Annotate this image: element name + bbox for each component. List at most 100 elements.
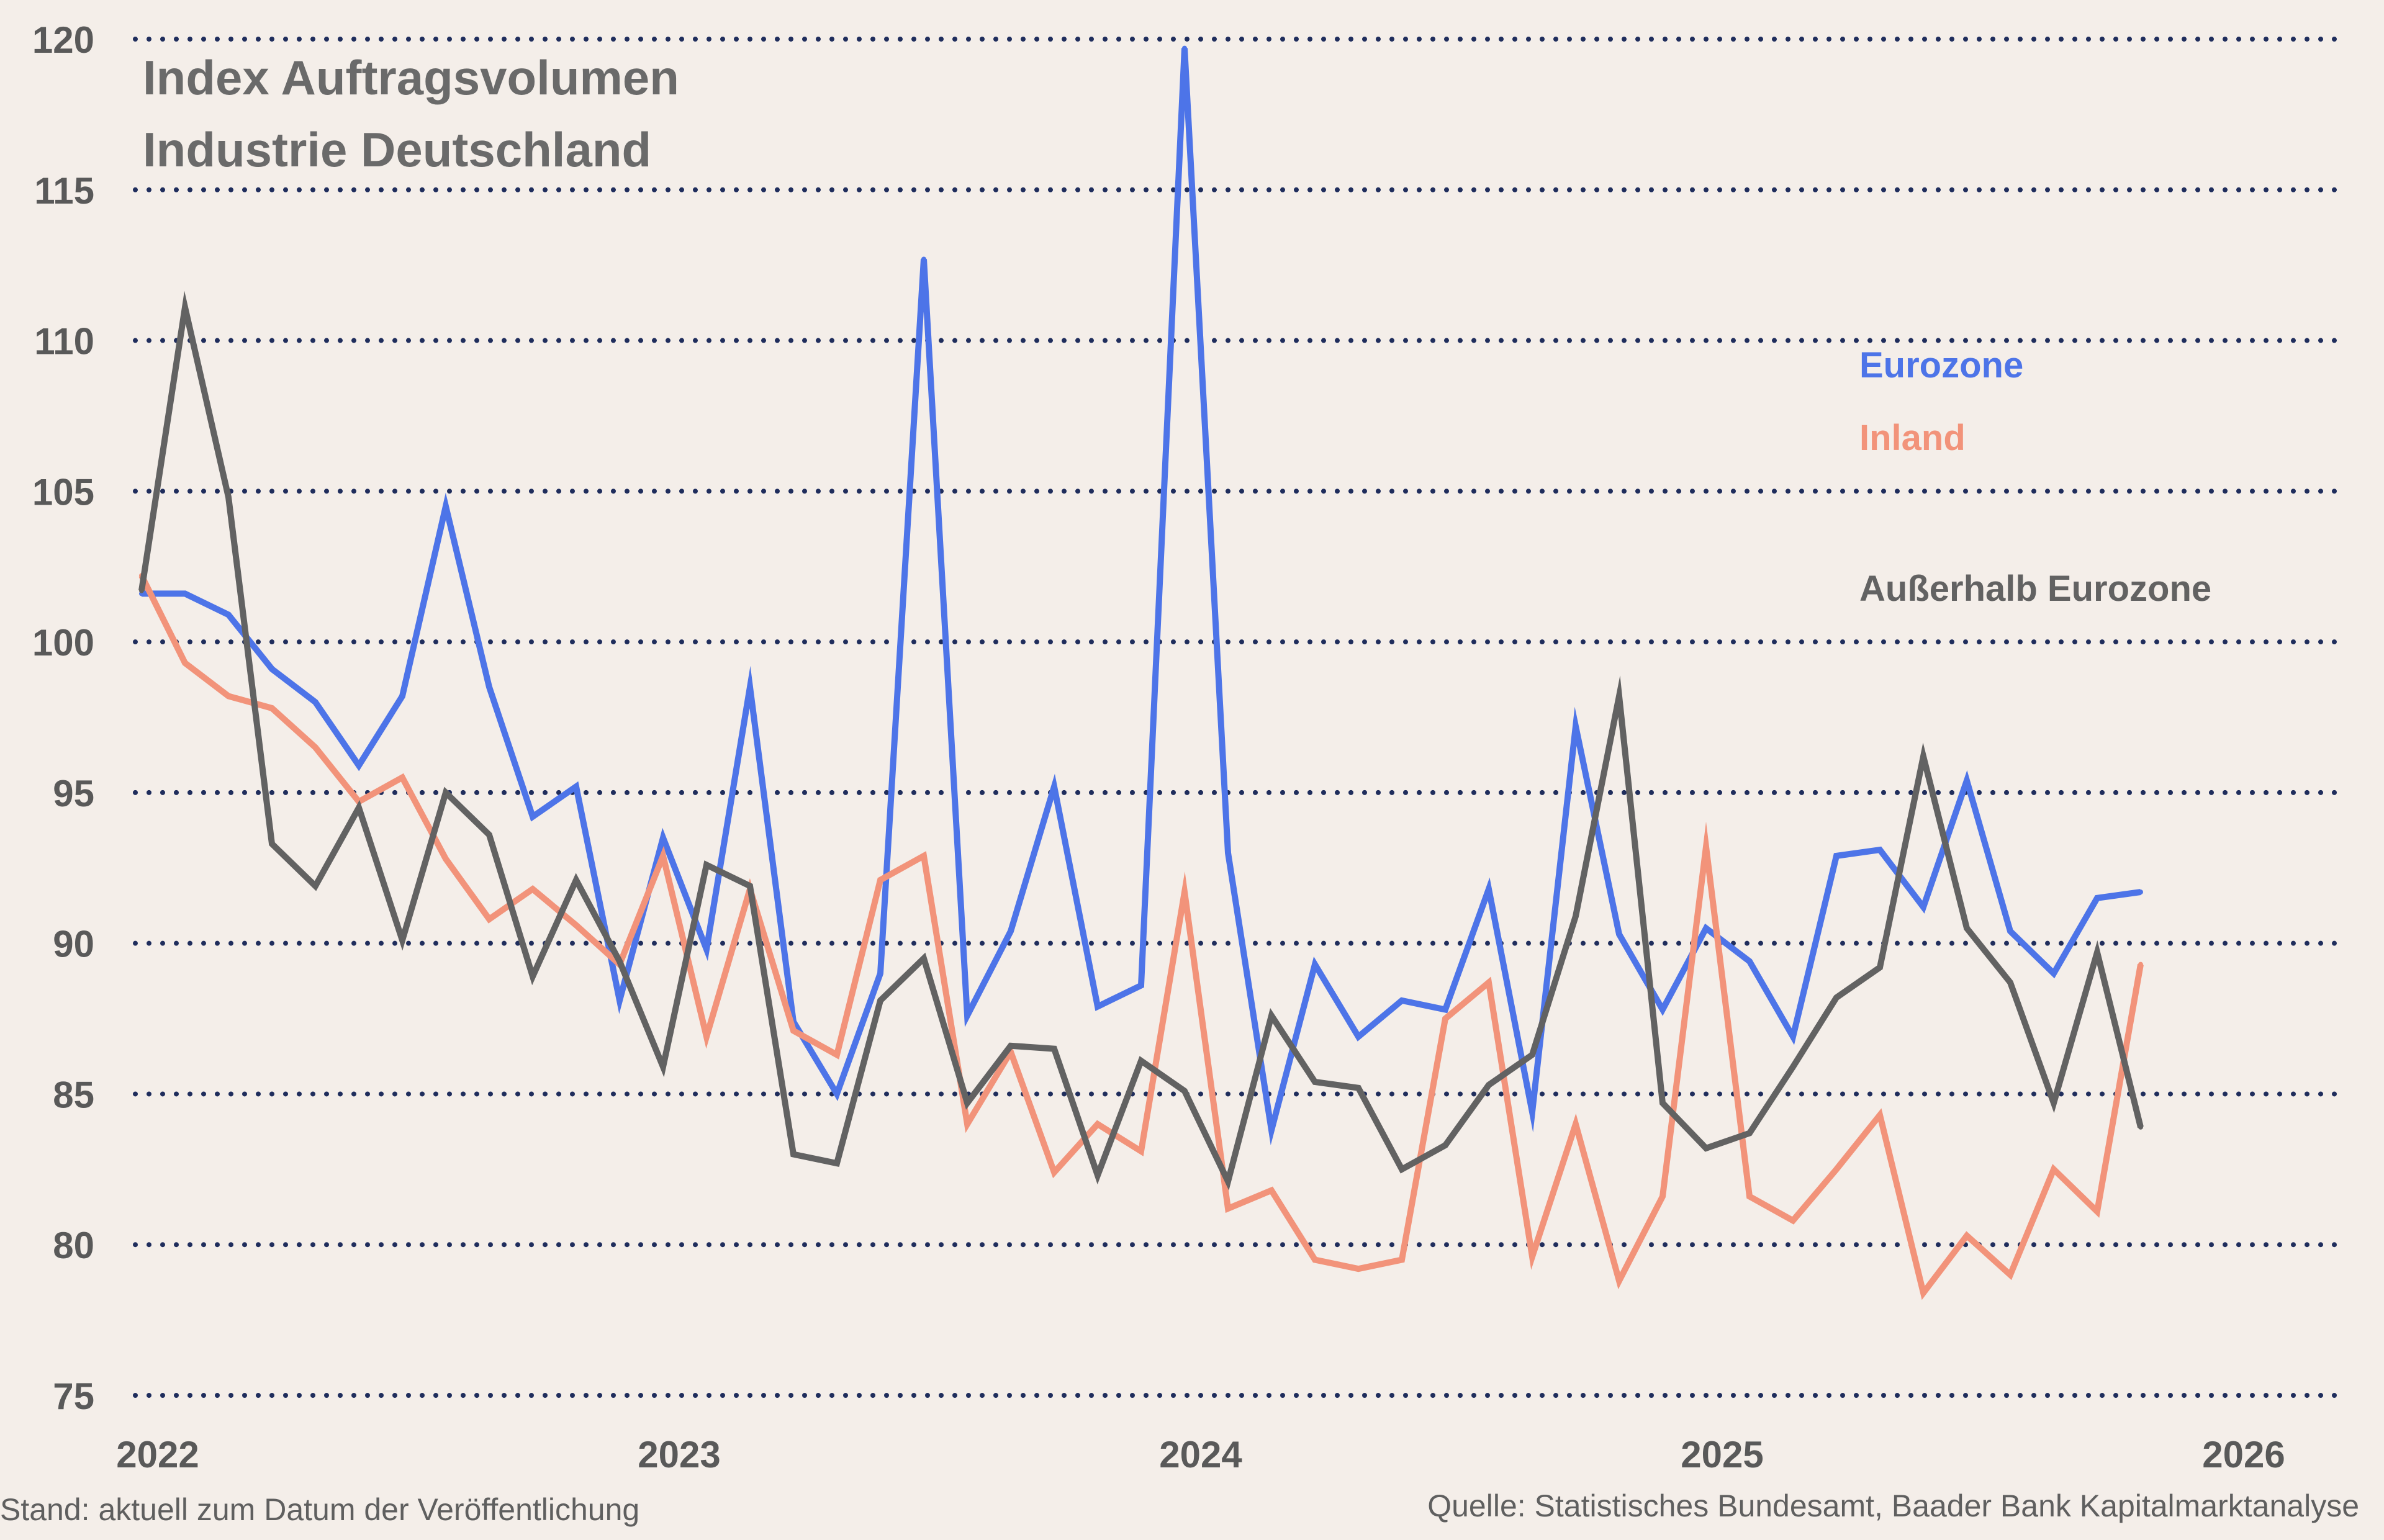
data-point-ausserhalb-eurozone <box>1095 1173 1100 1178</box>
data-point-eurozone <box>965 1013 970 1019</box>
data-point-ausserhalb-eurozone <box>1139 1058 1144 1064</box>
data-point-eurozone <box>574 784 579 790</box>
legend-label-inland: Inland <box>1859 418 1966 458</box>
data-point-inland <box>1660 1194 1665 1199</box>
data-point-eurozone <box>921 256 926 262</box>
data-point-inland <box>1747 1194 1752 1199</box>
data-point-eurozone <box>1790 1034 1795 1040</box>
data-point-ausserhalb-eurozone <box>617 958 622 964</box>
data-point-ausserhalb-eurozone <box>139 588 144 593</box>
data-point-eurozone <box>1573 724 1578 729</box>
data-point-ausserhalb-eurozone <box>1269 1013 1274 1019</box>
data-point-ausserhalb-eurozone <box>704 862 709 868</box>
data-point-inland <box>269 705 274 711</box>
data-point-eurozone <box>1182 45 1187 51</box>
y-tick-100: 100 <box>32 622 94 664</box>
data-point-ausserhalb-eurozone <box>183 305 187 310</box>
data-point-ausserhalb-eurozone <box>269 841 274 847</box>
x-axis-ticks: 2022 2023 2024 2025 2026 <box>116 1434 2285 1475</box>
data-point-eurozone <box>1834 853 1839 858</box>
data-point-eurozone <box>878 971 883 976</box>
data-point-ausserhalb-eurozone <box>487 832 492 837</box>
data-point-inland <box>1312 1257 1317 1263</box>
data-point-ausserhalb-eurozone <box>530 974 535 979</box>
data-point-inland <box>1182 889 1187 895</box>
data-point-inland <box>1877 1112 1882 1118</box>
data-point-inland <box>1052 1169 1057 1175</box>
data-point-eurozone <box>1095 1004 1100 1009</box>
data-point-inland <box>921 853 926 858</box>
data-point-ausserhalb-eurozone <box>1790 1064 1795 1069</box>
y-tick-110: 110 <box>34 321 94 362</box>
data-point-eurozone <box>1617 932 1622 937</box>
data-point-inland <box>574 922 579 928</box>
data-point-eurozone <box>661 835 666 840</box>
data-point-eurozone <box>2051 971 2056 976</box>
data-point-ausserhalb-eurozone <box>1704 1145 1709 1151</box>
data-point-inland <box>1573 1122 1578 1127</box>
data-point-inland <box>1790 1218 1795 1223</box>
data-point-eurozone <box>400 693 405 699</box>
data-point-inland <box>661 853 666 858</box>
data-point-ausserhalb-eurozone <box>313 883 318 889</box>
y-tick-90: 90 <box>53 924 94 965</box>
data-point-inland <box>1704 844 1709 850</box>
data-point-eurozone <box>2138 889 2143 895</box>
data-point-eurozone <box>617 997 622 1003</box>
data-point-eurozone <box>313 700 318 705</box>
y-axis-ticks: 75 80 85 90 95 100 105 110 115 120 <box>32 19 94 1417</box>
y-tick-120: 120 <box>32 19 94 61</box>
series-lines <box>138 45 2144 1300</box>
data-point-inland <box>183 660 187 666</box>
data-point-inland <box>1921 1290 1926 1295</box>
data-point-eurozone <box>834 1091 839 1097</box>
series-line-ausserhalb-eurozone <box>138 290 2144 1191</box>
data-point-ausserhalb-eurozone <box>1226 1179 1230 1184</box>
data-point-eurozone <box>1486 886 1491 892</box>
data-point-ausserhalb-eurozone <box>1486 1082 1491 1087</box>
y-tick-95: 95 <box>53 773 94 814</box>
data-point-inland <box>226 693 231 699</box>
data-point-ausserhalb-eurozone <box>834 1161 839 1166</box>
data-point-eurozone <box>2008 929 2013 934</box>
data-point-ausserhalb-eurozone <box>921 955 926 961</box>
data-point-eurozone <box>1269 1127 1274 1133</box>
data-point-eurozone <box>1530 1109 1535 1115</box>
x-tick-2025: 2025 <box>1681 1434 1763 1475</box>
y-tick-105: 105 <box>32 471 94 513</box>
x-tick-2023: 2023 <box>638 1434 720 1475</box>
data-point-ausserhalb-eurozone <box>2008 979 2013 985</box>
data-point-eurozone <box>2095 895 2100 901</box>
data-point-inland <box>1964 1233 1969 1238</box>
data-point-eurozone <box>747 684 752 690</box>
data-point-inland <box>1486 979 1491 985</box>
data-point-ausserhalb-eurozone <box>2138 1124 2143 1130</box>
data-point-eurozone <box>183 591 187 597</box>
data-point-inland <box>965 1122 970 1127</box>
data-point-eurozone <box>1964 778 1969 783</box>
data-point-ausserhalb-eurozone <box>1747 1130 1752 1136</box>
x-tick-2026: 2026 <box>2202 1434 2285 1475</box>
data-point-eurozone <box>1356 1034 1361 1040</box>
data-point-eurozone <box>1660 1007 1665 1012</box>
data-point-eurozone <box>1052 784 1057 790</box>
data-point-inland <box>443 856 448 862</box>
y-tick-85: 85 <box>53 1074 94 1115</box>
data-point-inland <box>1443 1016 1448 1022</box>
legend-label-ausserhalb-eurozone: Außerhalb Eurozone <box>1859 569 2211 609</box>
data-point-eurozone <box>1226 850 1230 855</box>
x-tick-2024: 2024 <box>1159 1434 1242 1475</box>
data-point-inland <box>487 916 492 922</box>
data-point-eurozone <box>1399 997 1404 1003</box>
data-point-ausserhalb-eurozone <box>1399 1166 1404 1172</box>
data-point-eurozone <box>487 684 492 690</box>
data-point-eurozone <box>530 814 535 819</box>
data-point-eurozone <box>1008 929 1013 934</box>
data-point-eurozone <box>1443 1007 1448 1012</box>
legend-label-eurozone: Eurozone <box>1859 345 2023 385</box>
data-point-inland <box>1530 1254 1535 1259</box>
data-point-inland <box>313 745 318 750</box>
data-point-ausserhalb-eurozone <box>1356 1085 1361 1091</box>
data-point-inland <box>1095 1122 1100 1127</box>
gridlines <box>133 37 2346 1398</box>
